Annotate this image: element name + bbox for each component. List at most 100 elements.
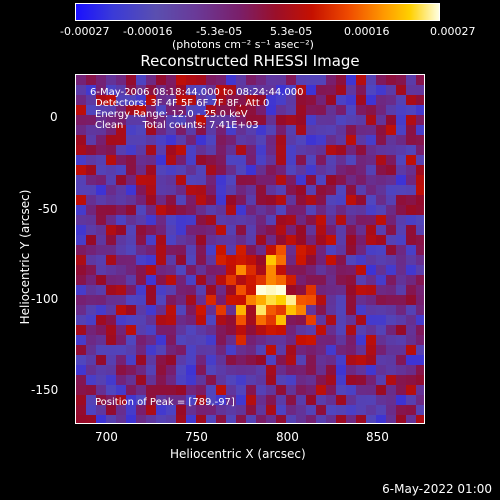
heatmap-cell [406,175,416,185]
heatmap-cell [266,345,276,355]
heatmap-cell [336,345,346,355]
heatmap-cell [236,175,246,185]
heatmap-cell [226,225,236,235]
heatmap-cell [196,405,206,415]
heatmap-cell [406,165,416,175]
heatmap-cell [166,395,176,405]
heatmap-cell [216,285,226,295]
heatmap-cell [346,395,356,405]
heatmap-cell [146,255,156,265]
heatmap-cell [326,155,336,165]
heatmap-cell [406,95,416,105]
heatmap-cell [216,145,226,155]
heatmap-cell [306,205,316,215]
heatmap-cell [376,255,386,265]
heatmap-cell [336,235,346,245]
heatmap-cell [336,125,346,135]
heatmap-cell [416,315,424,325]
heatmap-cell [136,165,146,175]
heatmap-cell [256,145,266,155]
heatmap-cell [96,125,106,135]
heatmap-image [76,75,424,423]
heatmap-cell [206,285,216,295]
heatmap-cell [306,165,316,175]
heatmap-cell [326,85,336,95]
heatmap-cell [216,275,226,285]
heatmap-cell [376,395,386,405]
heatmap-cell [196,285,206,295]
heatmap-cell [176,415,186,423]
heatmap-cell [76,395,86,405]
heatmap-cell [86,285,96,295]
heatmap-cell [96,405,106,415]
heatmap-cell [356,185,366,195]
heatmap-cell [376,235,386,245]
heatmap-cell [196,355,206,365]
heatmap-cell [296,245,306,255]
heatmap-cell [396,345,406,355]
heatmap-cell [376,315,386,325]
heatmap-cell [406,395,416,405]
heatmap-cell [186,415,196,423]
heatmap-cell [176,325,186,335]
heatmap-cell [366,115,376,125]
heatmap-cell [336,105,346,115]
heatmap-cell [166,245,176,255]
heatmap-cell [116,205,126,215]
heatmap-cell [336,145,346,155]
heatmap-cell [126,235,136,245]
heatmap-cell [216,205,226,215]
heatmap-cell [376,155,386,165]
heatmap-cell [396,245,406,255]
heatmap-cell [226,365,236,375]
heatmap-cell [236,385,246,395]
heatmap-cell [136,325,146,335]
heatmap-cell [406,235,416,245]
heatmap-cell [176,75,186,85]
heatmap-cell [146,75,156,85]
heatmap-cell [376,105,386,115]
heatmap-cell [196,395,206,405]
heatmap-cell [136,275,146,285]
heatmap-cell [226,405,236,415]
heatmap-cell [166,285,176,295]
heatmap-cell [156,115,166,125]
heatmap-cell [176,255,186,265]
heatmap-cell [96,345,106,355]
heatmap-cell [316,395,326,405]
heatmap-cell [326,245,336,255]
heatmap-cell [206,155,216,165]
heatmap-cell [96,105,106,115]
heatmap-cell [296,355,306,365]
heatmap-cell [216,385,226,395]
heatmap-cell [336,405,346,415]
heatmap-cell [166,215,176,225]
heatmap-cell [386,235,396,245]
heatmap-cell [396,145,406,155]
heatmap-cell [216,315,226,325]
heatmap-cell [166,185,176,195]
heatmap-cell [146,205,156,215]
heatmap-cell [206,305,216,315]
heatmap-cell [346,265,356,275]
heatmap-cell [346,145,356,155]
heatmap-cell [246,325,256,335]
heatmap-cell [386,85,396,95]
heatmap-cell [396,75,406,85]
heatmap-cell [356,285,366,295]
heatmap-cell [276,305,286,315]
heatmap-cell [396,95,406,105]
annotation-time: 6-May-2006 08:18:44.000 to 08:24:44.000 [90,87,304,98]
heatmap-cell [136,385,146,395]
heatmap-cell [346,105,356,115]
heatmap-cell [256,285,266,295]
heatmap-cell [176,355,186,365]
heatmap-cell [126,165,136,175]
heatmap-cell [306,325,316,335]
heatmap-cell [306,225,316,235]
heatmap-cell [166,155,176,165]
heatmap-cell [376,405,386,415]
heatmap-cell [406,205,416,215]
heatmap-cell [276,175,286,185]
heatmap-cell [206,115,216,125]
